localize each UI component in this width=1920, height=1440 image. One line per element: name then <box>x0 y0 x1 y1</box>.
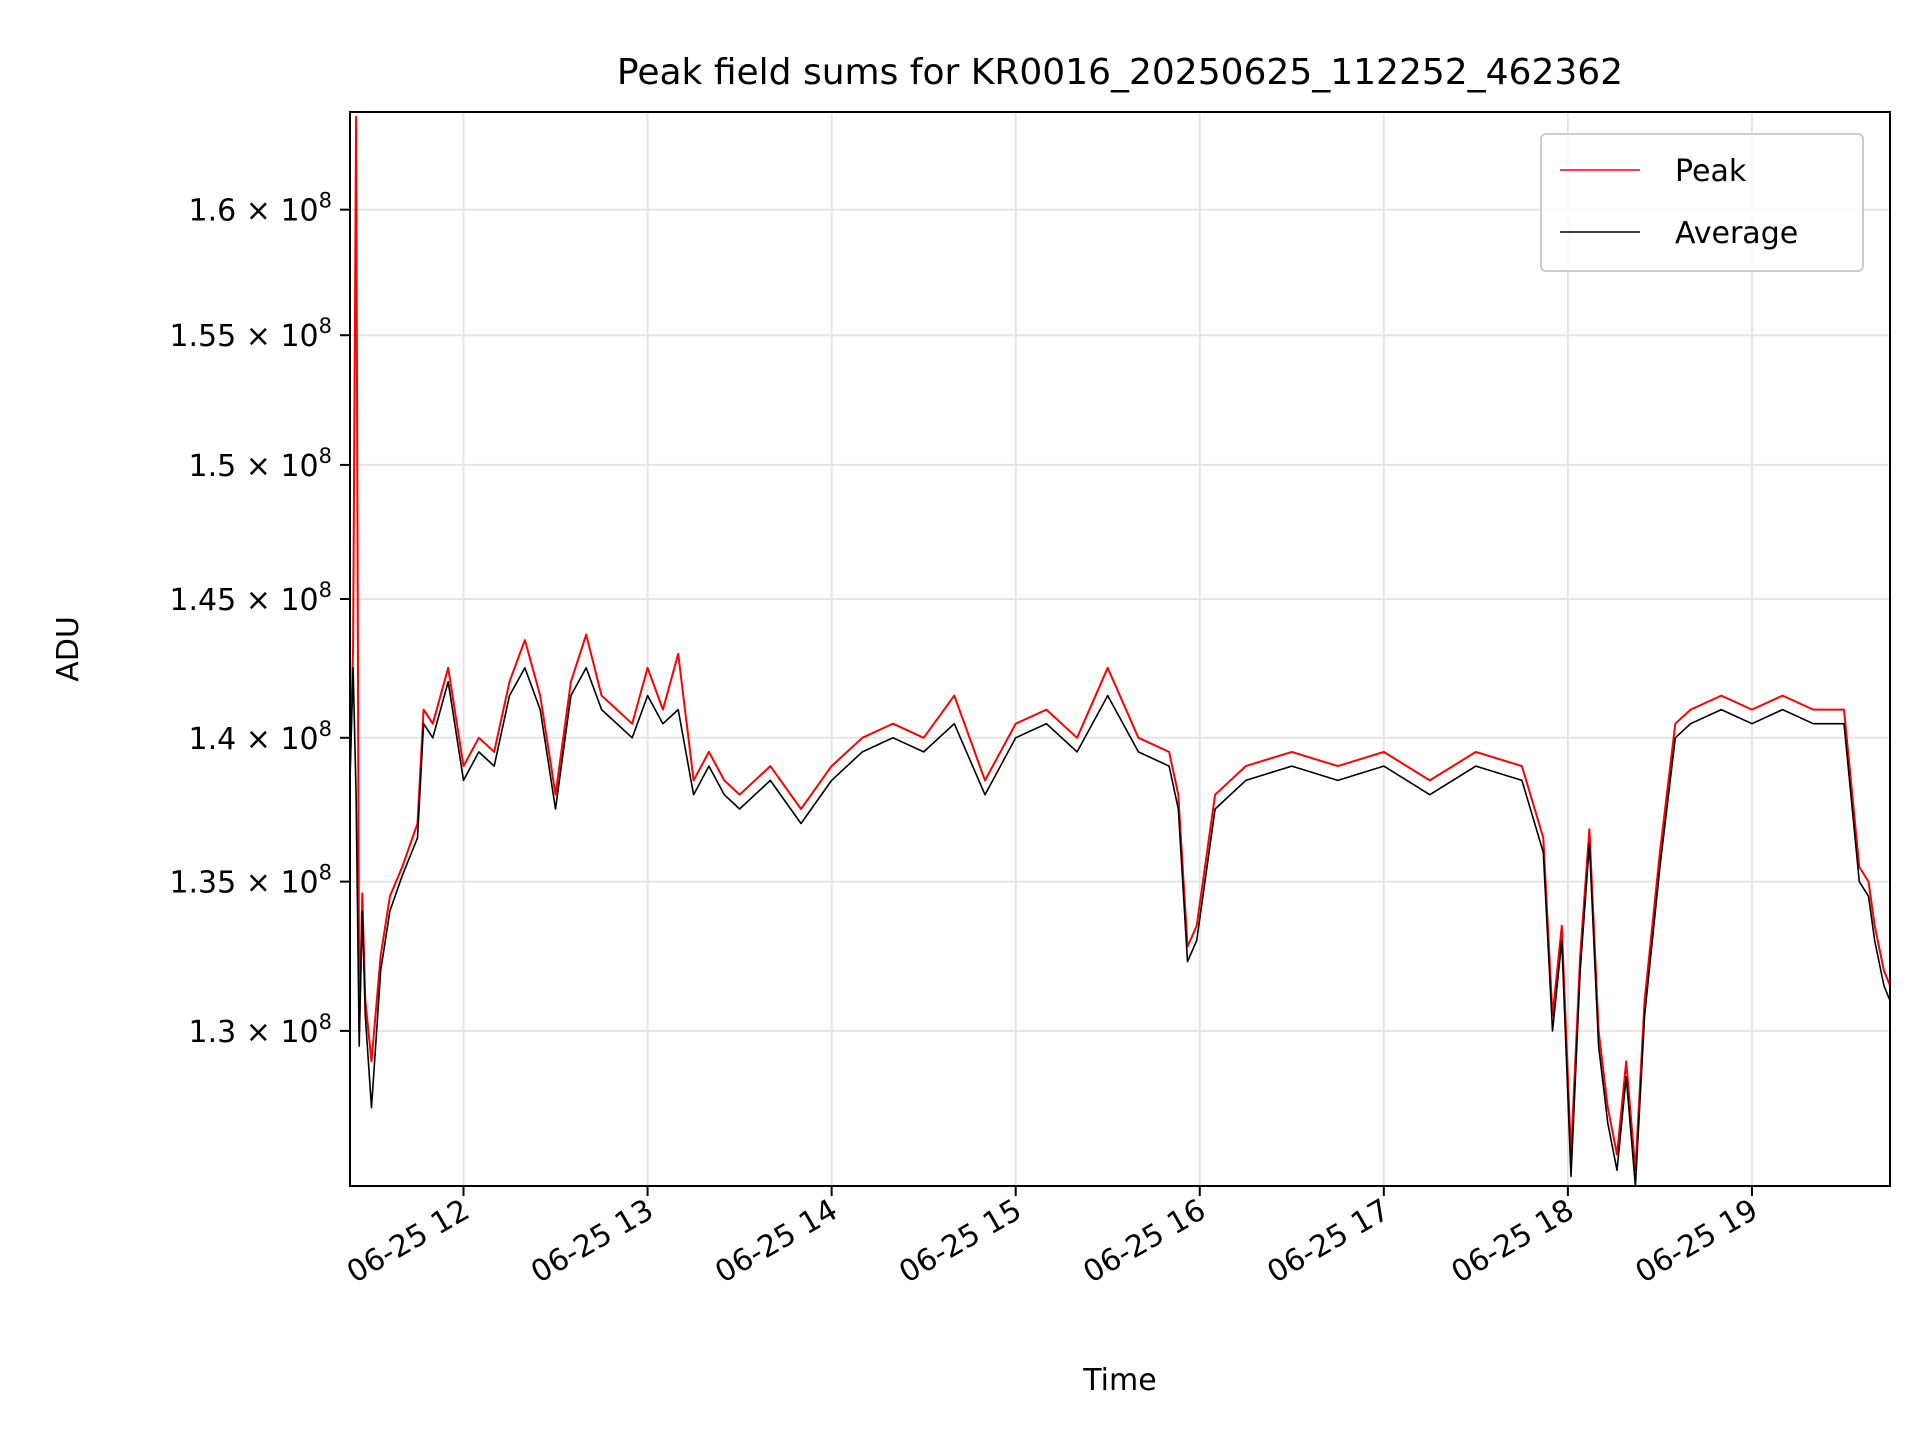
series-layer <box>349 115 1891 1187</box>
x-tick-label: 06-25 19 <box>1630 1193 1764 1291</box>
x-tick-label: 06-25 12 <box>341 1193 475 1291</box>
x-tick-label: 06-25 16 <box>1077 1193 1211 1291</box>
y-tick-label: 1.6 × 108 <box>189 189 332 229</box>
y-tick-label: 1.35 × 108 <box>169 861 332 901</box>
y-axis: 1.3 × 108 1.35 × 108 1.4 × 108 1.45 × 108 1.… <box>169 189 350 1050</box>
y-tick-label: 1.3 × 108 <box>189 1010 332 1050</box>
x-tick-label: 06-25 17 <box>1262 1193 1396 1291</box>
x-axis-label: Time <box>1082 1363 1156 1398</box>
legend-box <box>1540 133 1864 272</box>
chart-title: Peak field sums for KR0016_20250625_1122… <box>617 52 1623 93</box>
legend-label-average: Average <box>1675 216 1798 251</box>
x-tick-label: 06-25 14 <box>709 1193 843 1291</box>
x-tick-label: 06-25 18 <box>1446 1193 1580 1291</box>
x-axis: 06-25 12 06-25 13 06-25 14 06-25 15 06-25 16… <box>341 1186 1764 1290</box>
y-tick-label: 1.55 × 108 <box>169 314 332 354</box>
x-tick-label: 06-25 13 <box>525 1193 659 1291</box>
plot-frame <box>349 111 1891 1187</box>
legend: Peak Average <box>1540 133 1864 272</box>
y-axis-label: ADU <box>51 616 86 682</box>
grid <box>350 112 1890 1186</box>
y-tick-label: 1.4 × 108 <box>189 717 332 757</box>
x-tick-label: 06-25 15 <box>893 1193 1027 1291</box>
y-tick-label: 1.5 × 108 <box>189 444 332 484</box>
y-tick-label: 1.45 × 108 <box>169 578 332 618</box>
legend-label-peak: Peak <box>1675 154 1747 189</box>
series-line-peak <box>349 115 1891 1172</box>
series-line-average <box>349 667 1891 1187</box>
